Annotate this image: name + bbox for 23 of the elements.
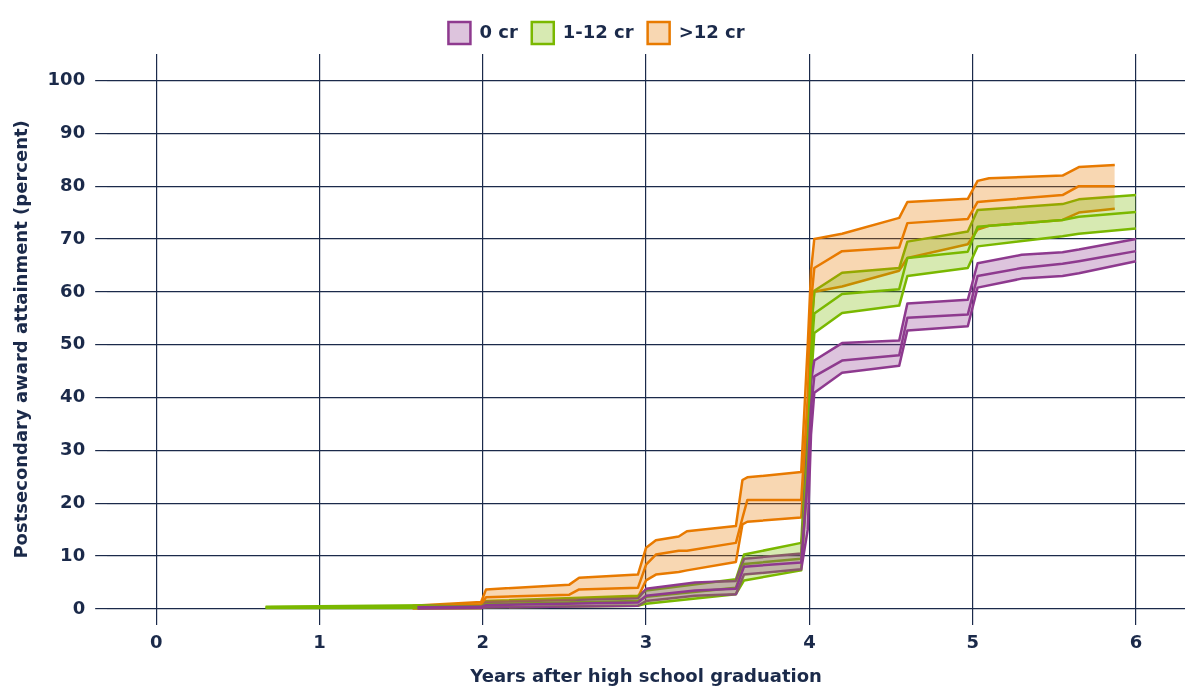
y-tick-label: 90 (60, 120, 86, 142)
y-tick-label: 70 (60, 226, 86, 248)
y-tick-label: 40 (60, 385, 86, 407)
y-tick-label: 0 (72, 596, 86, 618)
y-axis-title: Postsecondary award attainment (percent) (10, 120, 32, 559)
x-tick-label: 6 (1129, 631, 1143, 653)
y-tick-label: 30 (60, 438, 86, 460)
legend-label: 0 cr (479, 20, 518, 42)
y-tick-label: 20 (60, 490, 86, 512)
x-tick-label: 4 (803, 631, 816, 653)
y-tick-label: 50 (60, 332, 86, 354)
x-axis-title: Years after high school graduation (469, 664, 822, 686)
y-tick-label: 80 (60, 173, 86, 195)
legend-label: >12 cr (678, 20, 745, 42)
y-tick-label: 100 (47, 68, 86, 90)
x-tick-label: 0 (149, 631, 163, 653)
x-tick-label: 2 (476, 631, 490, 653)
y-tick-label: 10 (60, 543, 86, 565)
y-tick-label: 60 (60, 279, 86, 301)
x-tick-label: 3 (639, 631, 653, 653)
x-tick-label: 5 (966, 631, 979, 653)
legend-label: 1-12 cr (562, 20, 634, 42)
x-tick-label: 1 (313, 631, 326, 653)
